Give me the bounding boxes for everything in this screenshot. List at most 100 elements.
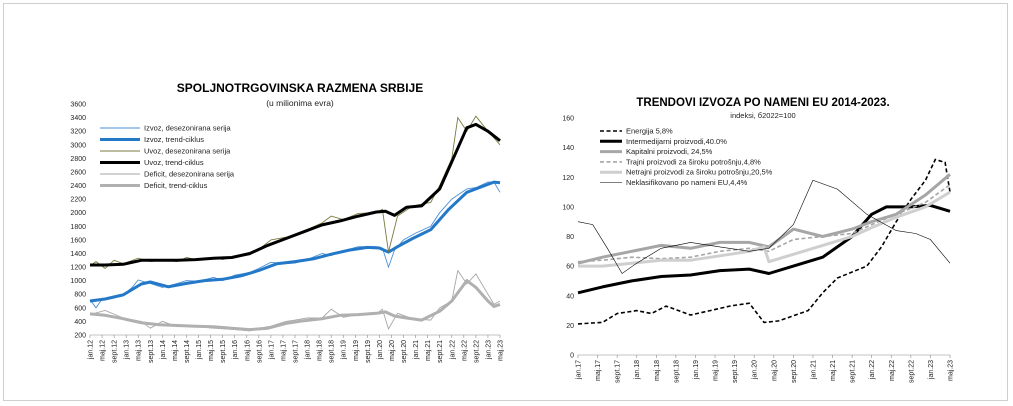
- y-tick-label: 400: [74, 319, 86, 326]
- y-tick-label: 0: [570, 353, 574, 360]
- series-line-6: [89, 279, 501, 332]
- x-tick-label: sept.20: [401, 340, 408, 363]
- series-line-4: [90, 122, 501, 267]
- right-chart-title: TRENDOVI IZVOZA PO NAMENI EU 2014-2023.: [636, 97, 889, 109]
- x-tick-label: maj.23: [498, 340, 505, 361]
- left-chart: SPOLJNOTRGOVINSKA RAZMENA SRBIJE (u mili…: [70, 81, 504, 363]
- legend-label-3: Uvoz, desezonirana serija: [144, 147, 231, 156]
- x-tick-label: maj.21: [425, 340, 432, 361]
- right-legend: Energija 5,8%Intermedijarni proizvodi,40…: [600, 127, 773, 187]
- x-tick-label: sept.17: [615, 360, 622, 383]
- x-tick-label: jan.16: [232, 340, 239, 360]
- left-chart-title: SPOLJNOTRGOVINSKA RAZMENA SRBIJE: [177, 81, 423, 95]
- x-tick-label: sept.12: [112, 340, 119, 363]
- legend-label-5: Deficit, desezonirana serija: [144, 170, 235, 179]
- x-tick-label: sept.20: [791, 360, 798, 383]
- legend-label-2: Izvoz, trend-ciklus: [144, 135, 204, 144]
- x-tick-label: maj.19: [713, 360, 720, 381]
- x-tick-label: jan.17: [268, 340, 275, 360]
- x-tick-label: sept.21: [850, 360, 857, 383]
- y-tick-label: 1400: [70, 251, 86, 258]
- left-legend: Izvoz, desezonirana serija Izvoz, trend-c…: [100, 124, 235, 190]
- x-tick-label: jan.22: [449, 340, 456, 360]
- y-tick-label: 1200: [70, 265, 86, 272]
- x-tick-label: jan.15: [196, 340, 203, 360]
- legend-label-6: Neklasifikovano po nameni EU,4,4%: [626, 178, 748, 187]
- x-tick-label: maj.18: [317, 340, 324, 361]
- y-tick-label: 3400: [70, 115, 86, 122]
- left-chart-subtitle: (u milionima evra): [266, 98, 334, 108]
- y-tick-label: 1000: [70, 278, 86, 285]
- x-tick-label: maj.16: [244, 340, 251, 361]
- x-tick-label: sept.15: [220, 340, 227, 363]
- x-tick-label: jan.12: [88, 340, 95, 360]
- legend-label-5: Netrajni proizvodi za široku potrošnju,2…: [626, 168, 773, 177]
- x-tick-label: jan.21: [413, 340, 420, 360]
- figure-frame: [3, 3, 1008, 401]
- right-chart-subtitle: indeksi, б2022=100: [730, 111, 795, 120]
- x-tick-label: maj.17: [280, 340, 287, 361]
- legend-label-1: Izvoz, desezonirana serija: [144, 124, 232, 133]
- y-tick-label: 20: [566, 323, 574, 330]
- legend-label-2: Intermedijarni proizvodi,40.0%: [626, 137, 727, 146]
- x-tick-label: sept.18: [673, 360, 680, 383]
- series-line-4: [577, 184, 951, 263]
- x-tick-label: maj.17: [595, 360, 602, 381]
- x-tick-label: jan.20: [377, 340, 384, 360]
- y-tick-label: 2400: [70, 183, 86, 190]
- x-tick-label: sept.16: [256, 340, 263, 363]
- x-tick-label: sept.18: [329, 340, 336, 363]
- x-tick-label: jan.19: [693, 360, 700, 380]
- x-tick-label: sept.17: [293, 340, 300, 363]
- x-tick-label: jan.19: [341, 340, 348, 360]
- x-tick-label: maj.19: [353, 340, 360, 361]
- right-chart: TRENDOVI IZVOZA PO NAMENI EU 2014-2023. …: [562, 97, 954, 383]
- left-series-lines: [89, 115, 501, 332]
- x-tick-label: jan.23: [928, 360, 935, 380]
- series-line-2: [89, 180, 501, 303]
- x-tick-label: sept.22: [908, 360, 915, 383]
- y-tick-label: 60: [566, 264, 574, 271]
- x-tick-label: maj.21: [830, 360, 837, 381]
- series-line-5: [578, 190, 951, 268]
- x-tick-label: jan.13: [124, 340, 131, 360]
- x-tick-label: jan.18: [634, 360, 641, 380]
- y-tick-label: 200: [74, 333, 86, 340]
- x-tick-label: sept.19: [732, 360, 739, 383]
- left-axes: 200 400 600 800 1000 1200 1400 1600 1800 2000 2200…: [70, 102, 504, 363]
- x-tick-label: maj.12: [100, 340, 107, 361]
- y-tick-label: 800: [74, 292, 86, 299]
- x-tick-label: jan.17: [576, 360, 583, 380]
- x-tick-label: maj.23: [948, 360, 955, 381]
- y-tick-label: 3200: [70, 129, 86, 136]
- legend-label-4: Trajni proizvodi za široku potrošnju,4,8…: [626, 157, 761, 166]
- series-line-6: [577, 179, 951, 274]
- y-tick-label: 120: [562, 175, 574, 182]
- legend-label-3: Kapitalni proizvodi, 24,5%: [626, 147, 713, 156]
- y-tick-label: 2600: [70, 169, 86, 176]
- y-tick-label: 2800: [70, 156, 86, 163]
- x-tick-label: jan.20: [752, 360, 759, 380]
- series-line-1: [89, 181, 501, 309]
- x-tick-label: jan.14: [160, 340, 167, 360]
- x-tick-label: jan.21: [810, 360, 817, 380]
- legend-label-4: Uvoz, trend-ciklus: [144, 158, 204, 167]
- x-tick-label: maj.13: [136, 340, 143, 361]
- legend-label-1: Energija 5,8%: [626, 127, 673, 136]
- y-tick-label: 1800: [70, 224, 86, 231]
- legend-label-6: Deficit, trend-ciklus: [144, 181, 208, 190]
- x-tick-label: maj.22: [889, 360, 896, 381]
- y-tick-label: 600: [74, 305, 86, 312]
- x-tick-label: maj.22: [461, 340, 468, 361]
- x-tick-label: sept.14: [184, 340, 191, 363]
- y-tick-label: 2200: [70, 197, 86, 204]
- x-tick-label: jan.23: [485, 340, 492, 360]
- series-line-1: [577, 158, 951, 325]
- series-line-2: [577, 203, 951, 295]
- x-tick-label: sept.13: [148, 340, 155, 363]
- x-tick-label: maj.20: [389, 340, 396, 361]
- y-tick-label: 3600: [70, 102, 86, 109]
- right-axes: 0 20 40 60 80 100 120 140 160 jan.17 maj.17 sept.17…: [562, 116, 954, 383]
- y-tick-label: 100: [562, 204, 574, 211]
